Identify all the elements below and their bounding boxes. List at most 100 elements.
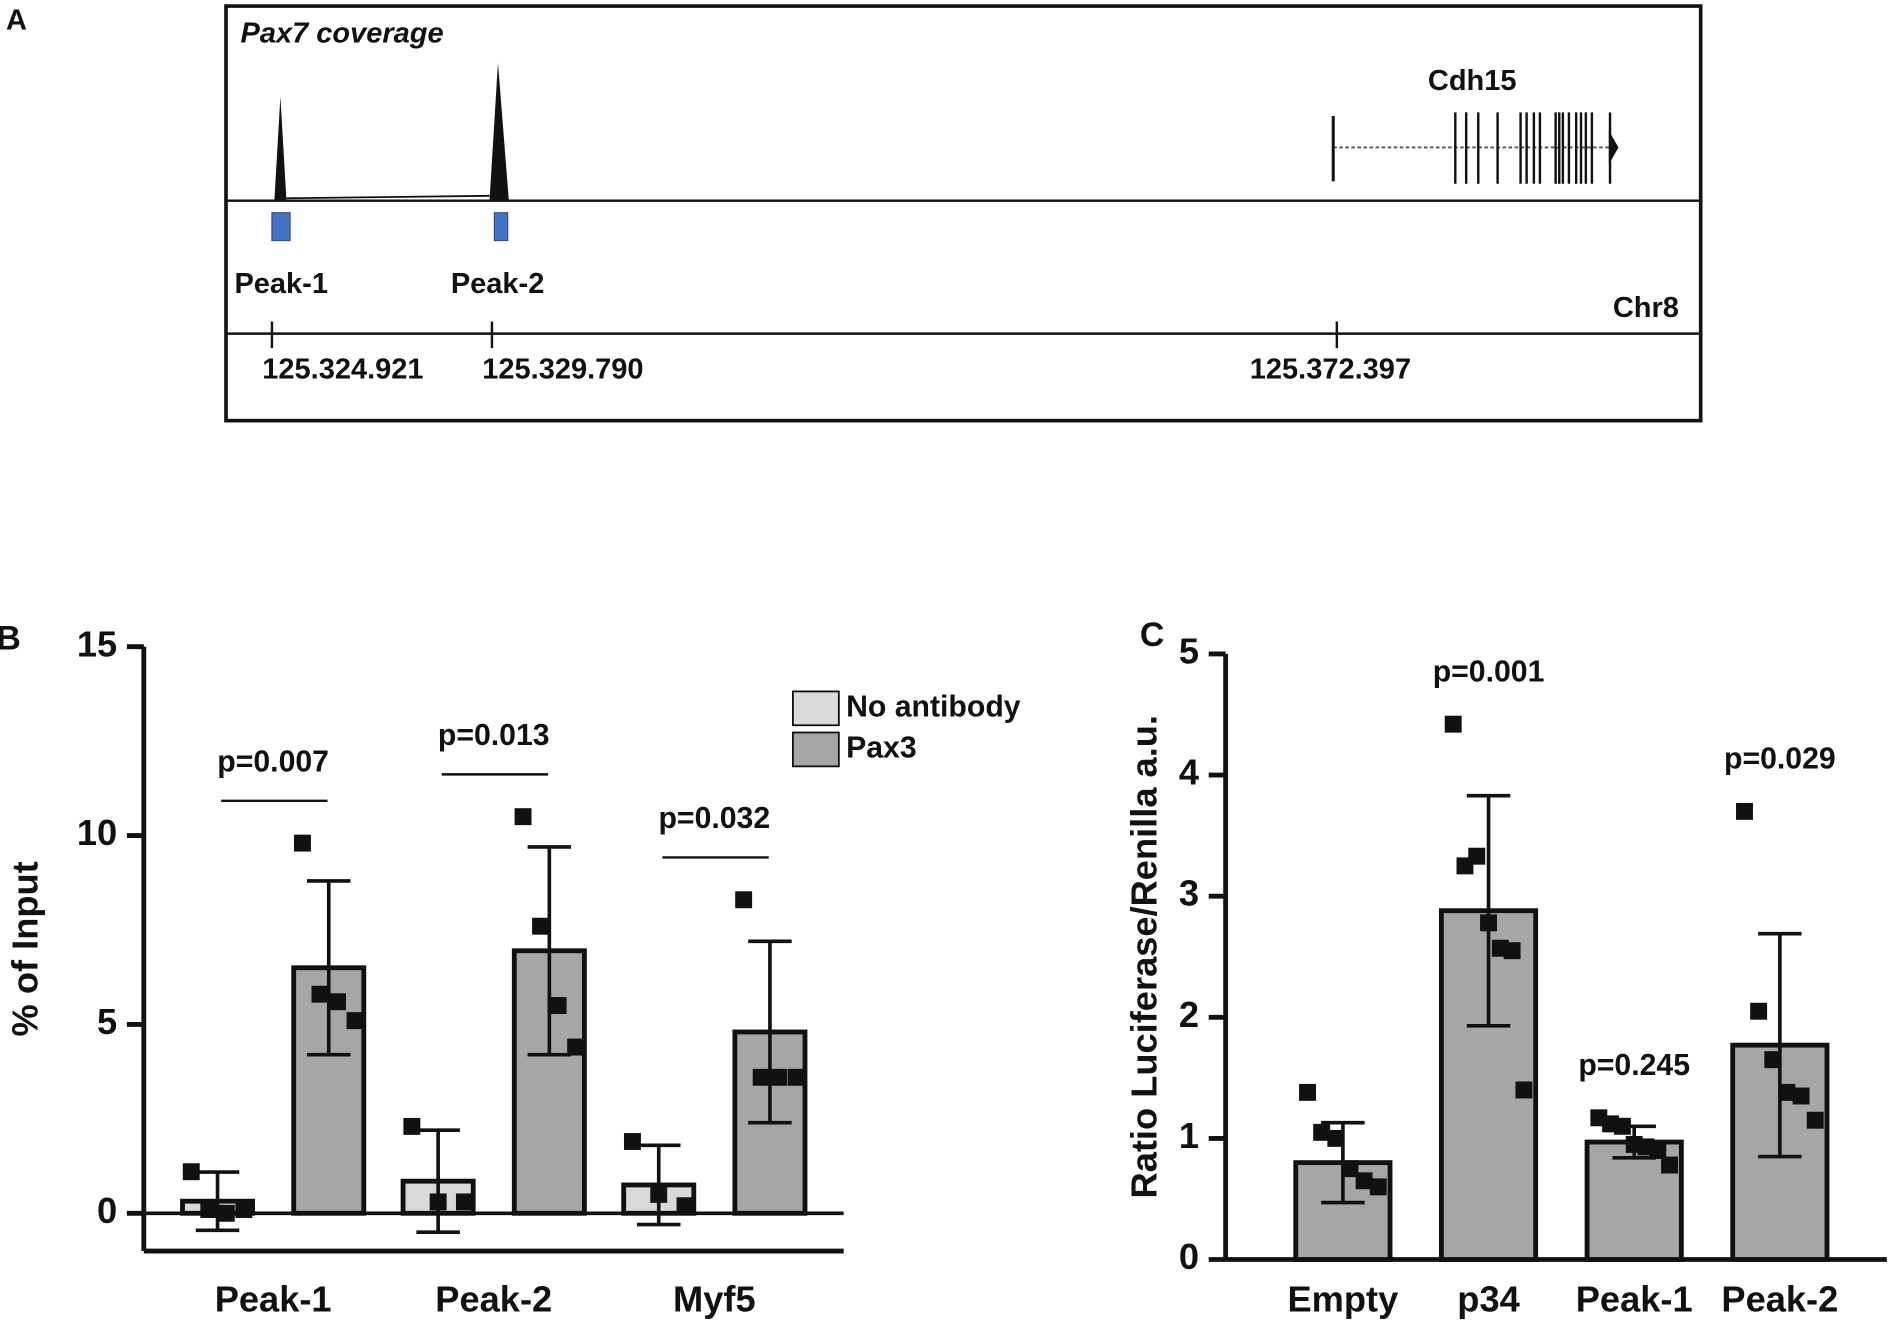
data-point	[429, 1193, 447, 1211]
coverage-peak	[489, 62, 509, 201]
data-point	[346, 1012, 364, 1030]
data-point	[1369, 1178, 1387, 1196]
data-point	[623, 1133, 641, 1150]
legend-swatch	[791, 690, 840, 727]
data-point	[1778, 1083, 1796, 1101]
panel-label: B	[0, 620, 21, 658]
data-point	[1503, 942, 1521, 960]
data-point	[1792, 1087, 1810, 1105]
data-point	[735, 891, 753, 909]
error-bar	[636, 1143, 681, 1227]
data-point	[752, 1068, 770, 1086]
peak-box	[271, 212, 291, 242]
y-tick-label: 15	[77, 623, 117, 664]
track-frame	[224, 4, 1703, 423]
p-value: p=0.007	[217, 745, 329, 778]
data-point	[1327, 1129, 1345, 1147]
peak-label: Peak-2	[451, 268, 545, 300]
legend-label: No antibody	[846, 690, 1021, 723]
coordinate-label: 125.324.921	[262, 354, 423, 386]
y-tick-label: 3	[1179, 873, 1199, 914]
data-point	[1764, 1051, 1782, 1069]
data-point	[787, 1068, 805, 1086]
error-bar	[1758, 931, 1802, 1159]
x-tick-label: Peak-2	[1721, 1278, 1838, 1319]
p-value: p=0.029	[1724, 743, 1836, 776]
error-bar	[416, 1128, 460, 1234]
x-tick-label: Peak-2	[435, 1278, 552, 1319]
gene-model	[1331, 112, 1619, 184]
data-point	[770, 1068, 788, 1086]
data-point	[549, 997, 567, 1014]
panel-label: A	[6, 4, 27, 36]
coverage-peak	[274, 96, 287, 201]
chromosome-label: Chr8	[1613, 292, 1679, 324]
p-value: p=0.032	[659, 802, 771, 835]
y-tick-label: 5	[1179, 631, 1199, 672]
peak-box	[493, 212, 509, 242]
chart-c: 0 1 2 3 4 5 Ratio Luciferase/Renilla a.u. Empty…	[1124, 631, 1887, 1319]
data-point	[455, 1193, 473, 1211]
coverage-trace	[286, 194, 490, 200]
peak-label: Peak-1	[234, 268, 328, 300]
data-point	[1515, 1081, 1533, 1099]
data-point	[1468, 847, 1486, 865]
y-axis-label: Ratio Luciferase/Renilla a.u.	[1124, 715, 1165, 1198]
error-bar	[195, 1170, 240, 1233]
p-value: p=0.245	[1578, 1049, 1690, 1082]
data-point	[1649, 1142, 1667, 1159]
data-point	[676, 1197, 694, 1215]
x-tick-label: Peak-1	[1576, 1278, 1693, 1319]
data-point	[200, 1201, 218, 1218]
y-tick-label: 0	[97, 1190, 117, 1231]
x-tick-label: p34	[1457, 1278, 1519, 1319]
coordinate-label: 125.329.790	[482, 354, 643, 386]
data-point	[1341, 1160, 1359, 1178]
p-value: p=0.001	[1433, 655, 1545, 688]
data-point	[1444, 715, 1462, 733]
y-tick-label: 2	[1179, 994, 1199, 1035]
data-point	[311, 985, 329, 1003]
data-point	[329, 993, 346, 1011]
y-tick-label: 0	[1179, 1236, 1199, 1277]
p-value: p=0.013	[438, 719, 550, 752]
data-point	[217, 1204, 235, 1222]
data-point	[235, 1201, 253, 1218]
legend-label: Pax3	[846, 731, 917, 764]
error-bar	[306, 879, 351, 1057]
data-point	[1480, 914, 1498, 932]
track-title: Pax7 coverage	[241, 18, 444, 50]
x-tick-label: Peak-1	[215, 1278, 332, 1319]
y-tick-label: 5	[97, 1001, 117, 1042]
data-point	[514, 808, 532, 826]
data-point	[567, 1038, 585, 1056]
error-bar	[748, 939, 792, 1125]
data-point	[1313, 1123, 1331, 1141]
data-point	[403, 1117, 421, 1135]
data-point	[1299, 1083, 1316, 1101]
data-point	[182, 1163, 200, 1181]
error-bar	[1466, 793, 1511, 1028]
chart-b: 0 5 10 15 % of Input Peak-1 p=0.007 Peak-2 p=0.0…	[4, 623, 1020, 1319]
y-tick-label: 10	[77, 812, 117, 853]
x-tick-label: Empty	[1287, 1278, 1398, 1319]
data-point	[1806, 1111, 1824, 1129]
data-point	[1613, 1117, 1631, 1135]
data-point	[1750, 1002, 1768, 1020]
x-tick-label: Myf5	[673, 1278, 756, 1319]
error-bar	[527, 845, 572, 1057]
gene-label: Cdh15	[1428, 65, 1517, 97]
data-point	[650, 1185, 668, 1203]
data-point	[1355, 1172, 1373, 1190]
y-tick-label: 1	[1179, 1115, 1199, 1156]
data-point	[532, 917, 550, 935]
data-point	[1661, 1156, 1679, 1174]
legend-swatch	[791, 731, 840, 768]
y-axis-label: % of Input	[4, 861, 45, 1036]
coordinate-label: 125.372.397	[1250, 354, 1411, 386]
panel-label: C	[1140, 616, 1164, 654]
data-point	[293, 834, 311, 852]
y-tick-label: 4	[1179, 752, 1199, 793]
